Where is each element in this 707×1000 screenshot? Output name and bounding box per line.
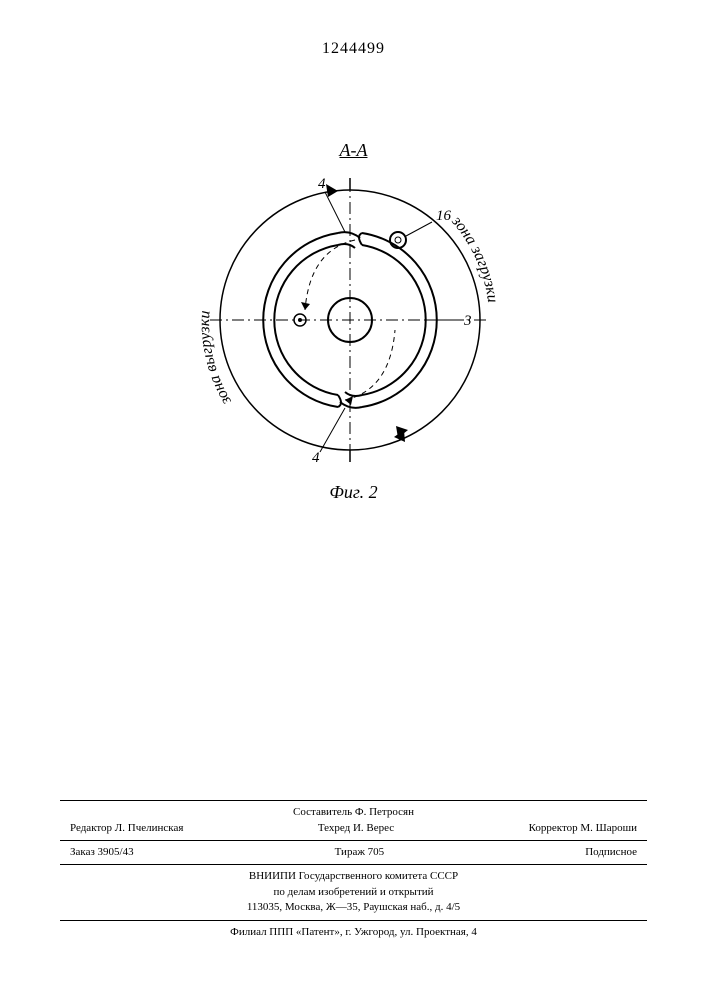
ref-4-top: 4 bbox=[318, 176, 326, 192]
ref-16: 16 bbox=[436, 208, 452, 224]
editor: Редактор Л. Пчелинская bbox=[70, 821, 183, 836]
compiler-line: Составитель Ф. Петросян bbox=[60, 805, 647, 820]
ref-3: 3 bbox=[463, 313, 472, 329]
print-row: Заказ 3905/43 Тираж 705 Подписное bbox=[60, 845, 647, 860]
order: Заказ 3905/43 bbox=[70, 845, 134, 860]
org2: по делам изобретений и открытий bbox=[60, 885, 647, 900]
figure-diagram: 4 4 3 16 зона выгрузки зона загрузки bbox=[150, 160, 550, 480]
credits-row: Редактор Л. Пчелинская Техред И. Верес К… bbox=[60, 821, 647, 836]
techred: Техред И. Верес bbox=[318, 821, 394, 836]
zone-right-label: зона загрузки bbox=[448, 212, 502, 304]
address1: 113035, Москва, Ж—35, Раушская наб., д. … bbox=[60, 900, 647, 915]
corrector: Корректор М. Шароши bbox=[529, 821, 637, 836]
address2: Филиал ППП «Патент», г. Ужгород, ул. Про… bbox=[60, 925, 647, 940]
org1: ВНИИПИ Государственного комитета СССР bbox=[60, 869, 647, 884]
patent-page: 1244499 А-А bbox=[0, 0, 707, 1000]
subscription: Подписное bbox=[585, 845, 637, 860]
zone-left-label: зона выгрузки bbox=[196, 310, 235, 408]
patent-number: 1244499 bbox=[0, 40, 707, 58]
section-label: А-А bbox=[0, 140, 707, 161]
ref-4-bottom: 4 bbox=[312, 450, 320, 466]
tirazh: Тираж 705 bbox=[335, 845, 385, 860]
figure-caption: Фиг. 2 bbox=[0, 482, 707, 503]
colophon: Составитель Ф. Петросян Редактор Л. Пчел… bbox=[60, 796, 647, 940]
